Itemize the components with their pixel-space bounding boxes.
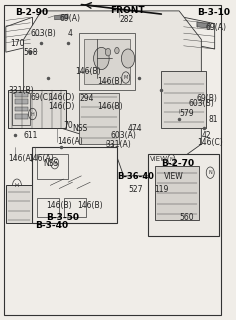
Bar xyxy=(148,154,219,236)
Bar xyxy=(37,198,59,217)
Text: FRONT: FRONT xyxy=(110,6,145,15)
Text: NSS: NSS xyxy=(72,124,88,133)
Text: 119: 119 xyxy=(155,185,169,194)
Text: 69(B): 69(B) xyxy=(197,94,218,103)
Text: M: M xyxy=(124,75,128,80)
Text: 146(A): 146(A) xyxy=(8,154,34,163)
Text: M: M xyxy=(53,161,57,166)
Text: N: N xyxy=(208,170,212,175)
Text: 579: 579 xyxy=(179,108,194,117)
Text: VIEW: VIEW xyxy=(164,172,183,181)
Text: B-3-10: B-3-10 xyxy=(197,8,230,17)
Text: 69(A): 69(A) xyxy=(59,14,80,23)
Text: 294: 294 xyxy=(79,94,94,103)
Text: 146(B): 146(B) xyxy=(75,67,100,76)
Text: 611: 611 xyxy=(24,131,38,140)
Bar xyxy=(155,166,199,220)
Text: 568: 568 xyxy=(24,48,38,57)
Bar xyxy=(15,107,28,111)
Text: 146(A): 146(A) xyxy=(28,154,54,163)
Text: 146(D): 146(D) xyxy=(48,93,74,102)
Text: 331(A): 331(A) xyxy=(106,140,131,149)
Text: H: H xyxy=(31,111,34,116)
Text: 70: 70 xyxy=(63,121,73,130)
Text: 81: 81 xyxy=(208,115,218,124)
Bar xyxy=(161,71,206,128)
Polygon shape xyxy=(55,14,68,20)
Text: B-2-90: B-2-90 xyxy=(15,8,48,17)
Text: 603(A): 603(A) xyxy=(110,131,136,140)
Circle shape xyxy=(105,48,111,56)
Bar xyxy=(15,99,28,104)
Bar xyxy=(37,154,68,179)
Text: H: H xyxy=(15,183,19,188)
Text: 4: 4 xyxy=(68,29,73,38)
Bar xyxy=(15,114,28,119)
Text: 146(C): 146(C) xyxy=(197,138,223,147)
Text: 170: 170 xyxy=(10,39,25,48)
Text: B-36-40: B-36-40 xyxy=(117,172,154,181)
Text: 146(B): 146(B) xyxy=(97,77,122,86)
Text: B-2-70: B-2-70 xyxy=(161,159,194,168)
Bar xyxy=(84,39,130,84)
Text: 69(A): 69(A) xyxy=(206,23,227,32)
Text: 146(B): 146(B) xyxy=(97,102,122,111)
Text: 603(B): 603(B) xyxy=(188,99,214,108)
Text: 146(B): 146(B) xyxy=(46,201,72,210)
Text: B-3-50: B-3-50 xyxy=(46,213,79,222)
Polygon shape xyxy=(197,22,210,28)
Text: VIEW: VIEW xyxy=(150,156,168,162)
Text: 560: 560 xyxy=(179,213,194,222)
Circle shape xyxy=(115,47,119,54)
Bar xyxy=(15,92,28,97)
Bar xyxy=(13,93,30,125)
Polygon shape xyxy=(24,11,201,176)
Text: 527: 527 xyxy=(128,185,143,194)
Bar xyxy=(8,90,66,128)
Text: 603(B): 603(B) xyxy=(30,29,56,38)
Text: 42: 42 xyxy=(201,131,211,140)
Text: 146(B): 146(B) xyxy=(77,201,103,210)
Text: N: N xyxy=(169,157,173,162)
Circle shape xyxy=(121,49,135,68)
Text: B-3-40: B-3-40 xyxy=(35,220,68,229)
Text: NSS: NSS xyxy=(44,159,59,168)
Text: 69(C): 69(C) xyxy=(30,93,51,102)
Bar xyxy=(6,185,33,223)
Text: 474: 474 xyxy=(128,124,143,133)
Bar xyxy=(79,33,135,90)
Text: 146(D): 146(D) xyxy=(48,102,74,111)
Text: 282: 282 xyxy=(119,15,133,24)
Bar xyxy=(63,198,86,217)
Text: 146(A): 146(A) xyxy=(57,137,83,146)
Circle shape xyxy=(94,47,109,69)
Bar xyxy=(79,93,119,144)
Text: 331(B): 331(B) xyxy=(8,86,34,95)
Bar xyxy=(33,147,117,223)
